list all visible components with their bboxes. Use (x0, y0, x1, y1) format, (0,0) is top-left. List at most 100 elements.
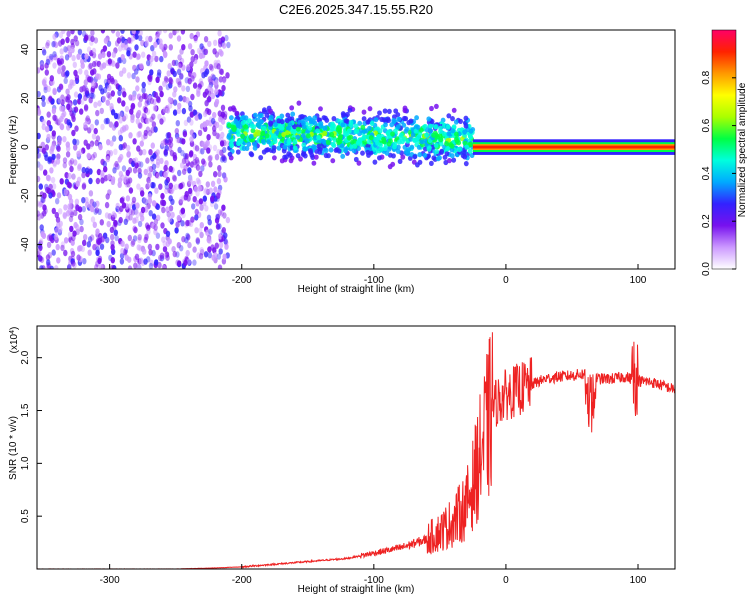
spectrogram-noise-cell (97, 208, 102, 215)
spectrogram-signal-cell (402, 105, 408, 111)
spectrogram-x-tick-label: 100 (630, 275, 647, 286)
spectrogram-noise-cell (215, 213, 220, 220)
spectrogram-noise-cell (96, 168, 102, 176)
spectrogram-signal-cell (361, 109, 367, 115)
snr-x-tick-label: 0 (503, 575, 509, 586)
spectrogram-noise-cell (207, 252, 212, 259)
spectrogram-signal-cell (467, 148, 473, 154)
spectrogram-noise-cell (128, 214, 133, 221)
spectrogram-noise-cell (192, 82, 198, 89)
spectrogram-noise-cell (47, 156, 52, 163)
spectrogram-noise-cell (167, 62, 172, 70)
spectrogram-signal-cell (431, 132, 436, 138)
spectrogram-signal-cell (252, 141, 257, 147)
spectrogram-noise-cell (37, 248, 41, 256)
spectrogram-noise-cell (81, 183, 87, 190)
spectrogram-signal-cell (457, 146, 462, 153)
spectrogram-noise-cell (71, 54, 76, 62)
spectrogram-noise-cell (83, 104, 89, 111)
spectrogram-noise-cell (145, 183, 150, 190)
spectrogram-signal-cell (366, 139, 372, 145)
spectrogram-noise-cell (168, 205, 174, 212)
spectrogram-noise-cell (181, 85, 186, 92)
spectrogram-noise-cell (160, 192, 165, 200)
spectrogram-noise-cell (73, 91, 79, 98)
spectrogram-noise-cell (46, 234, 52, 241)
spectrogram-noise-cell (168, 32, 173, 39)
spectrogram-signal-cell (383, 122, 388, 128)
spectrogram-noise-cell (184, 153, 189, 160)
spectrogram-noise-cell (193, 34, 198, 42)
spectrogram-noise-cell (38, 240, 43, 247)
spectrogram-noise-cell (208, 187, 213, 194)
spectrogram-signal-cell (445, 124, 451, 130)
spectrogram-signal-cell (272, 138, 278, 144)
spectrogram-signal-cell (331, 123, 336, 129)
spectrogram-noise-cell (177, 102, 182, 110)
spectrogram-noise-cell (90, 216, 96, 223)
spectrogram-noise-cell (203, 142, 208, 150)
spectrogram-noise-cell (155, 158, 161, 166)
spectrogram-noise-cell (70, 113, 76, 120)
spectrogram-noise-cell (59, 58, 65, 65)
snr-x-tick-label: -100 (364, 575, 384, 586)
spectrogram-y-tick-label: 0 (20, 144, 31, 150)
spectrogram-noise-cell (151, 222, 156, 230)
spectrogram-noise-cell (69, 79, 74, 86)
spectrogram-signal-cell (424, 132, 429, 138)
spectrogram-noise-cell (206, 236, 211, 244)
spectrogram-signal-cell (304, 116, 309, 122)
spectrogram-noise-cell (37, 214, 42, 221)
spectrogram-noise-cell (147, 172, 152, 179)
spectrogram-signal-cell (434, 149, 440, 155)
spectrogram-noise-cell (195, 164, 201, 171)
spectrogram-noise-cell (50, 176, 56, 184)
spectrogram-noise-cell (143, 168, 148, 176)
spectrogram-noise-cell (39, 200, 44, 207)
spectrogram-noise-cell (222, 156, 228, 163)
spectrogram-signal-cell (399, 132, 404, 138)
spectrogram-noise-cell (103, 78, 109, 86)
spectrogram-signal-cell (449, 153, 455, 159)
spectrogram-noise-cell (63, 204, 68, 211)
spectrogram-noise-cell (213, 59, 218, 67)
spectrogram-noise-cell (116, 37, 122, 44)
spectrogram-noise-cell (124, 243, 129, 250)
spectrogram-signal-cell (301, 124, 307, 130)
spectrogram-noise-cell (38, 164, 44, 171)
snr-y-tick-label: 2.0 (20, 350, 31, 364)
spectrogram-noise-cell (52, 51, 57, 58)
spectrogram-noise-cell (141, 87, 146, 94)
spectrogram-noise-cell (92, 151, 98, 159)
spectrogram-signal-cell (229, 115, 234, 121)
spectrogram-noise-cell (79, 218, 84, 226)
spectrogram-noise-cell (131, 158, 137, 165)
spectrogram-signal-cell (313, 154, 319, 160)
colorbar-tick-label: 0.4 (701, 166, 712, 180)
spectrogram-noise-cell (122, 142, 128, 149)
spectrogram-noise-cell (93, 37, 99, 44)
spectrogram-noise-cell (218, 76, 223, 83)
spectrogram-noise-cell (124, 105, 130, 113)
spectrogram-noise-cell (154, 55, 159, 63)
colorbar: 0.0 0.2 0.4 0.6 0.8 Normalized spectral ampl… (701, 29, 748, 276)
spectrogram-signal-cell (463, 161, 469, 167)
spectrogram-noise-cell (108, 150, 114, 157)
spectrogram-noise-cell (175, 120, 180, 127)
spectrogram-noise-cell (65, 88, 70, 95)
spectrogram-signal-cell (391, 153, 396, 159)
spectrogram-signal-cell (451, 157, 457, 163)
spectrogram-noise-cell (198, 52, 204, 60)
spectrogram-noise-cell (193, 109, 198, 117)
spectrogram-signal-cell (240, 120, 246, 126)
spectrogram-noise-cell (139, 161, 144, 168)
spectrogram-noise-cell (121, 100, 126, 107)
colorbar-tick-label: 0.0 (701, 262, 712, 276)
spectrogram-noise-cell (70, 38, 75, 46)
spectrogram-noise-cell (102, 86, 108, 94)
spectrogram-noise-cell (135, 76, 140, 83)
spectrogram-x-ticks: -300 -200 -100 0 100 (100, 264, 647, 286)
spectrogram-noise-cell (119, 70, 124, 77)
spectrogram-noise-cell (107, 84, 112, 92)
spectrogram-noise-cell (94, 207, 100, 214)
